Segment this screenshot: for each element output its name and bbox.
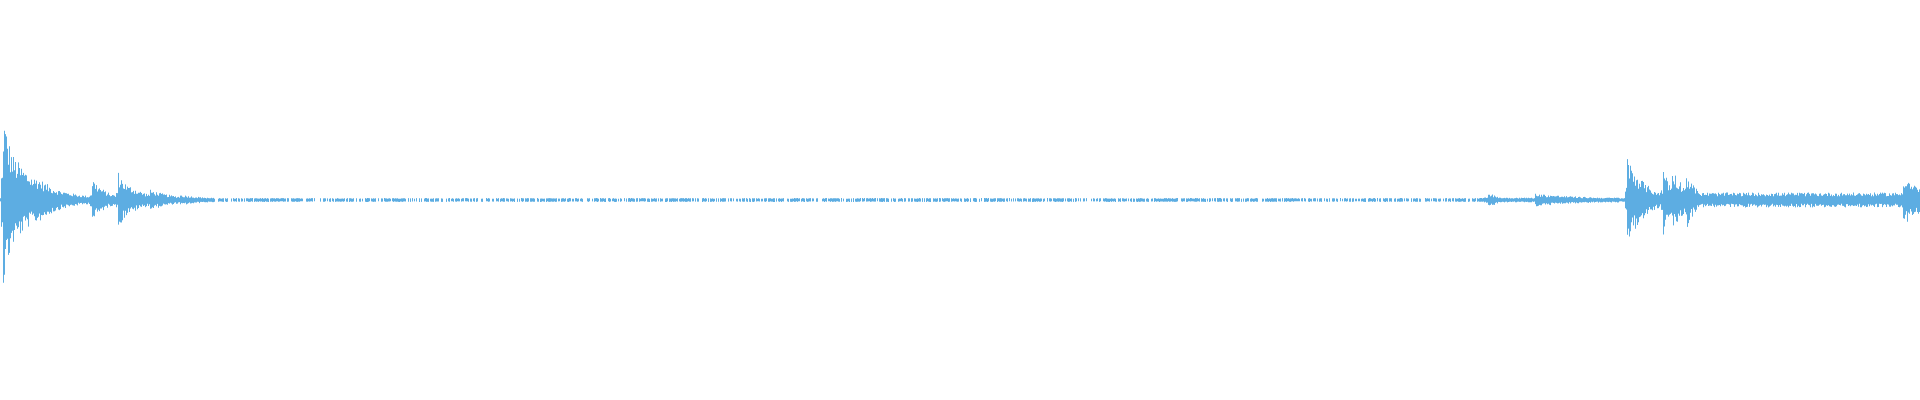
waveform-bars xyxy=(0,130,1920,283)
waveform-path xyxy=(0,130,1920,283)
